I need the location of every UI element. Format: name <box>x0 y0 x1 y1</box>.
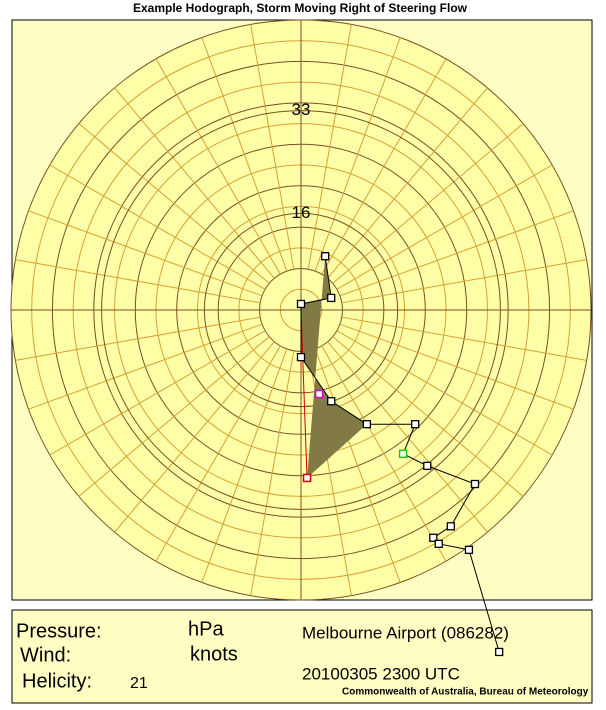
radial-line <box>201 348 288 583</box>
wind-point <box>429 533 438 542</box>
wind-unit: knots <box>190 643 238 665</box>
mean-wind-point <box>314 389 324 399</box>
helicity-label: Helicity: <box>22 670 92 692</box>
ring-label: 16 <box>292 203 311 222</box>
credit: Commonwealth of Australia, Bureau of Met… <box>342 687 589 698</box>
chart-title: Example Hodograph, Storm Moving Right of… <box>133 1 468 15</box>
wind-point <box>470 479 480 489</box>
pressure-label: Pressure: <box>16 620 102 642</box>
radial-line <box>321 58 447 275</box>
station: Melbourne Airport (086282) <box>302 623 509 642</box>
radial-line <box>49 164 266 290</box>
wind-point <box>296 352 306 362</box>
wind-point <box>327 397 336 406</box>
radial-line <box>339 210 574 297</box>
wind-point <box>495 647 504 657</box>
radial-line <box>314 37 401 272</box>
radial-line <box>336 330 553 456</box>
wind-point <box>362 420 372 429</box>
radial-line <box>341 316 587 361</box>
radial-line <box>332 123 524 284</box>
radial-line <box>336 164 553 290</box>
wind-point <box>398 449 408 458</box>
helicity-value: 21 <box>130 675 148 692</box>
radial-line <box>155 58 281 275</box>
radial-line <box>201 37 288 272</box>
tick-ring <box>101 110 501 510</box>
wind-point <box>434 539 443 548</box>
radial-line <box>114 87 275 279</box>
wind-point <box>321 252 330 261</box>
helicity-area <box>301 256 367 478</box>
radial-line <box>155 345 281 562</box>
radial-line <box>314 348 401 583</box>
radial-line <box>250 350 295 596</box>
radial-line <box>15 259 261 304</box>
radial-line <box>250 24 295 270</box>
radial-line <box>321 345 447 562</box>
tick-ring <box>203 212 399 408</box>
pressure-unit: hPa <box>188 618 224 640</box>
radial-line <box>341 259 587 304</box>
wind-point <box>423 461 432 471</box>
radial-line <box>307 24 352 270</box>
radial-line <box>78 123 270 284</box>
storm-vector <box>300 309 308 478</box>
storm-motion-point <box>302 473 312 483</box>
radial-line <box>339 323 574 410</box>
wind-point <box>411 420 420 429</box>
overlay <box>296 252 504 657</box>
radial-line <box>327 341 488 533</box>
radial-line <box>49 330 266 456</box>
wind-point <box>327 293 336 303</box>
info-panel <box>11 609 593 704</box>
wind-label: Wind: <box>20 644 71 666</box>
radial-line <box>28 323 263 410</box>
wind-point <box>446 522 455 531</box>
radial-line <box>332 336 524 497</box>
radial-line <box>28 210 263 297</box>
radial-line <box>327 87 488 279</box>
radial-line <box>78 336 270 497</box>
radial-line <box>114 341 275 533</box>
time: 20100305 2300 UTC <box>302 664 460 683</box>
ring-label: 33 <box>292 100 311 119</box>
wind-point <box>464 545 474 555</box>
radial-line <box>15 316 261 361</box>
wind-point <box>296 299 306 309</box>
